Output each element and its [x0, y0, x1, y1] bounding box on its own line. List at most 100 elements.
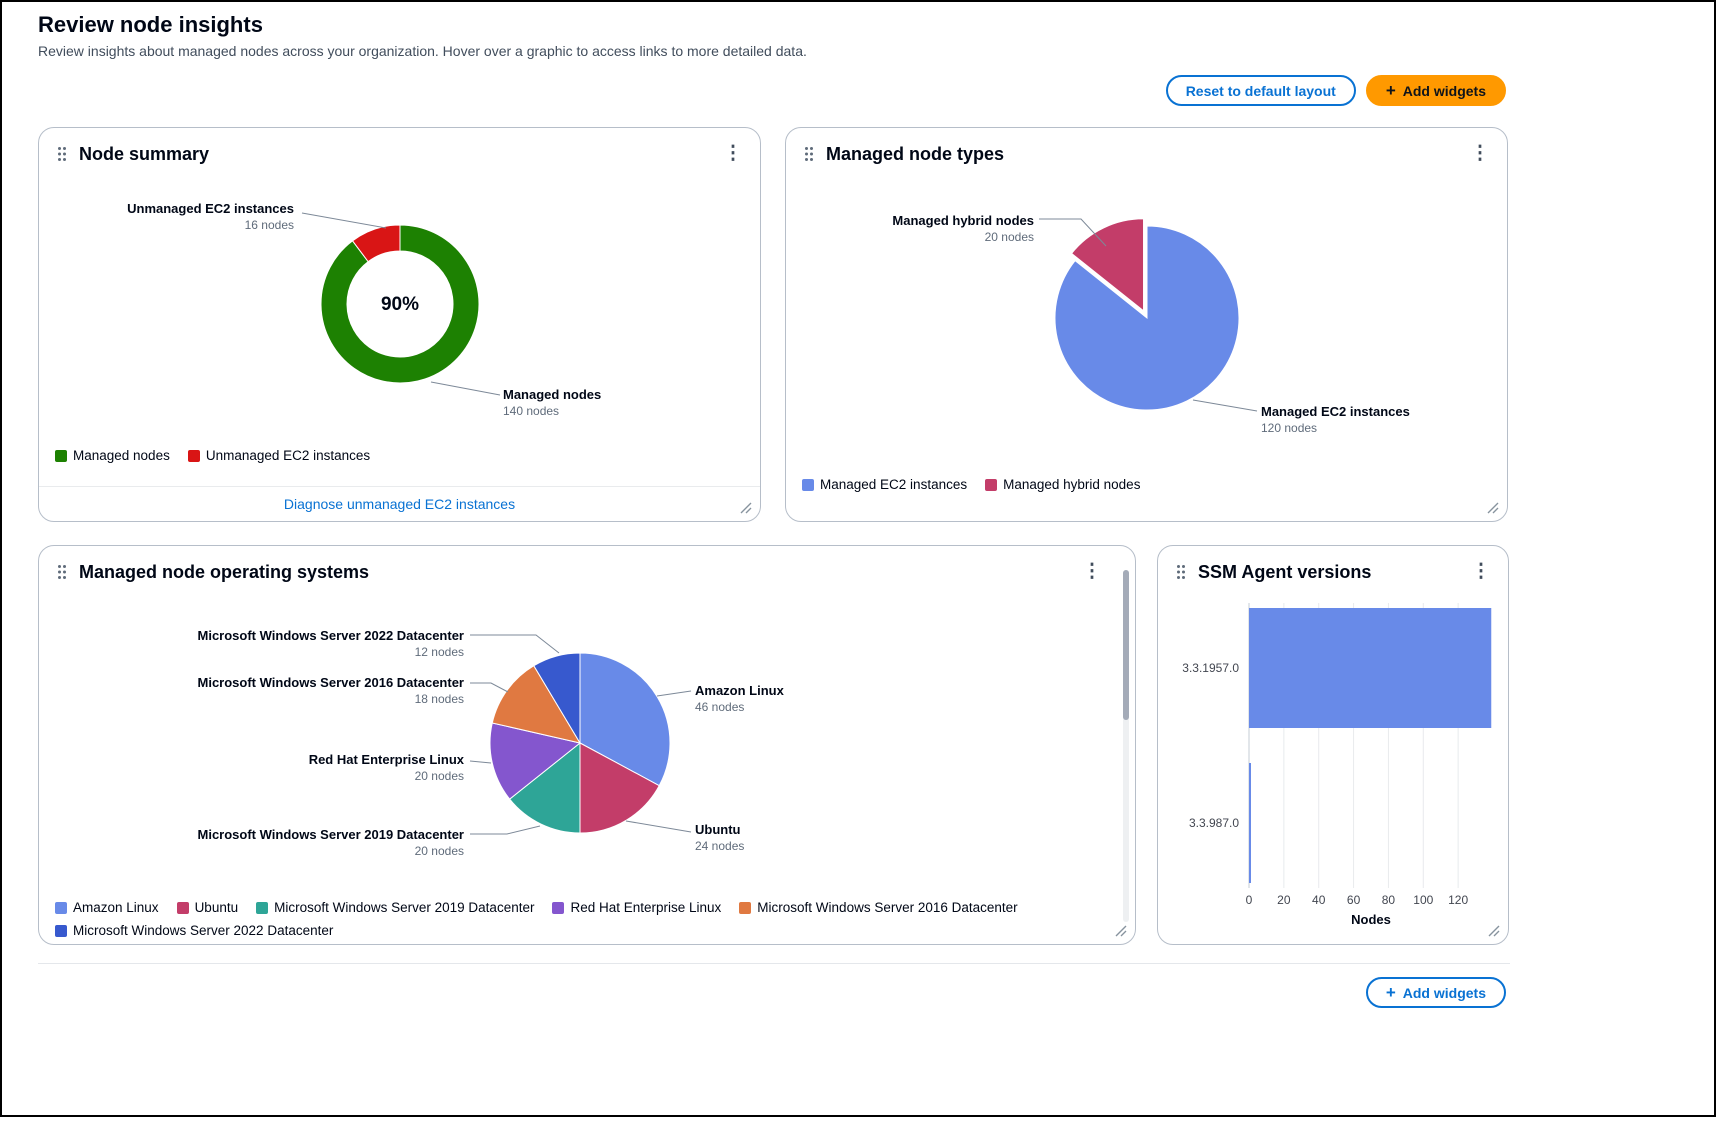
resize-handle[interactable] — [740, 501, 752, 514]
slice-label-value: 20 nodes — [984, 230, 1034, 244]
bottom-divider — [38, 963, 1510, 964]
widget-title: SSM Agent versions — [1198, 561, 1372, 582]
slice-label-value: 120 nodes — [1261, 421, 1318, 435]
slice-label-ws2022: Microsoft Windows Server 2022 Datacenter… — [198, 627, 464, 661]
bar-category-label: 3.3.987.0 — [1188, 816, 1239, 830]
x-axis-title: Nodes — [1351, 912, 1391, 927]
slice-label-value: 18 nodes — [414, 692, 464, 706]
legend-label: Managed EC2 instances — [820, 477, 968, 492]
svg-text:40: 40 — [1312, 893, 1326, 907]
legend: Amazon Linux Ubuntu Microsoft Windows Se… — [55, 900, 1115, 938]
legend-swatch — [739, 901, 752, 914]
widget-footer: Diagnose unmanaged EC2 instances — [39, 486, 760, 521]
drag-handle-icon[interactable] — [57, 564, 67, 580]
legend: Managed nodes Unmanaged EC2 instances — [55, 448, 370, 463]
legend-label: Microsoft Windows Server 2019 Datacenter — [274, 900, 535, 915]
slice-label-value: 46 nodes — [695, 700, 745, 714]
legend-swatch — [176, 901, 189, 914]
slice-label-value: 20 nodes — [414, 769, 464, 783]
node-types-pie[interactable] — [1054, 218, 1240, 411]
slice-label-ws2016: Microsoft Windows Server 2016 Datacenter… — [198, 674, 464, 708]
legend-label: Microsoft Windows Server 2016 Datacenter — [757, 900, 1018, 915]
widget-menu-button[interactable]: ⋮ — [720, 141, 746, 167]
legend-swatch — [256, 901, 269, 914]
bottom-actions: + Add widgets — [1365, 977, 1506, 1008]
header-actions: Reset to default layout + Add widgets — [1165, 75, 1506, 106]
slice-label-title: Amazon Linux — [695, 683, 784, 698]
legend-swatch — [985, 478, 998, 491]
donut-center-label: 90% — [380, 294, 420, 315]
managed-node-types-chart — [1039, 218, 1258, 412]
legend-item-ubuntu[interactable]: Ubuntu — [176, 900, 239, 915]
ssm-agent-versions-chart: 0 20 40 60 80 100 120 — [1246, 603, 1492, 907]
managed-node-types-widget: Managed node types ⋮ Managed hybrid node… — [785, 127, 1508, 522]
node-summary-donut[interactable] — [320, 224, 480, 384]
legend-label: Managed hybrid nodes — [1003, 477, 1141, 492]
slice-label-title: Ubuntu — [695, 822, 741, 837]
legend: Managed EC2 instances Managed hybrid nod… — [802, 477, 1140, 492]
drag-handle-icon[interactable] — [57, 146, 67, 162]
svg-text:60: 60 — [1347, 893, 1361, 907]
slice-label-title: Red Hat Enterprise Linux — [308, 752, 464, 767]
legend-item-amazon-linux[interactable]: Amazon Linux — [55, 900, 159, 915]
page-subtitle: Review insights about managed nodes acro… — [38, 43, 807, 59]
slice-label-title: Microsoft Windows Server 2016 Datacenter — [197, 675, 464, 690]
legend-swatch — [552, 901, 565, 914]
bar-category-label: 3.3.1957.0 — [1182, 661, 1239, 675]
widget-menu-button[interactable]: ⋮ — [1079, 559, 1105, 585]
resize-handle[interactable] — [1115, 924, 1127, 937]
add-widgets-label: Add widgets — [1402, 82, 1486, 99]
scrollbar-thumb[interactable] — [1123, 570, 1129, 720]
slice-label-value: 16 nodes — [244, 218, 294, 232]
legend-item-managed-nodes[interactable]: Managed nodes — [55, 448, 170, 463]
add-widgets-button[interactable]: + Add widgets — [1365, 75, 1506, 106]
slice-label-title: Microsoft Windows Server 2019 Datacenter — [197, 827, 464, 842]
widget-title: Node summary — [79, 143, 210, 164]
svg-text:100: 100 — [1413, 893, 1433, 907]
legend-item-ws2022[interactable]: Microsoft Windows Server 2022 Datacenter — [55, 923, 333, 938]
kebab-icon: ⋮ — [723, 143, 743, 164]
slice-label-title: Managed nodes — [503, 387, 602, 402]
reset-button-label: Reset to default layout — [1185, 82, 1336, 99]
kebab-icon: ⋮ — [1470, 143, 1490, 164]
slice-label-ws2019: Microsoft Windows Server 2019 Datacenter… — [198, 826, 464, 860]
slice-label-hybrid: Managed hybrid nodes 20 nodes — [892, 212, 1034, 246]
legend-label: Microsoft Windows Server 2022 Datacenter — [73, 923, 334, 938]
legend-item-unmanaged-ec2[interactable]: Unmanaged EC2 instances — [187, 448, 370, 463]
plus-icon: + — [1385, 81, 1396, 100]
drag-handle-icon[interactable] — [804, 146, 814, 162]
slice-label-value: 140 nodes — [503, 404, 560, 418]
svg-text:120: 120 — [1448, 893, 1468, 907]
reset-to-default-layout-button[interactable]: Reset to default layout — [1165, 75, 1356, 106]
managed-node-os-widget: Managed node operating systems ⋮ Microso… — [38, 545, 1136, 945]
resize-handle[interactable] — [1487, 501, 1499, 514]
legend-item-managed-ec2[interactable]: Managed EC2 instances — [802, 477, 967, 492]
slice-label-title: Microsoft Windows Server 2022 Datacenter — [197, 628, 464, 643]
legend-item-ws2016[interactable]: Microsoft Windows Server 2016 Datacenter — [739, 900, 1018, 915]
os-pie[interactable] — [489, 652, 671, 834]
slice-label-title: Unmanaged EC2 instances — [127, 201, 294, 216]
slice-label-unmanaged: Unmanaged EC2 instances 16 nodes — [127, 200, 294, 234]
diagnose-unmanaged-link[interactable]: Diagnose unmanaged EC2 instances — [283, 496, 516, 512]
slice-label-title: Managed EC2 instances — [1261, 404, 1410, 419]
legend-item-ws2019[interactable]: Microsoft Windows Server 2019 Datacenter — [256, 900, 534, 915]
managed-node-os-chart — [469, 634, 692, 835]
widget-menu-button[interactable]: ⋮ — [1467, 141, 1493, 167]
slice-label-title: Managed hybrid nodes — [892, 213, 1034, 228]
widget-menu-button[interactable]: ⋮ — [1468, 559, 1494, 585]
legend-item-managed-hybrid[interactable]: Managed hybrid nodes — [985, 477, 1140, 492]
legend-item-rhel[interactable]: Red Hat Enterprise Linux — [552, 900, 721, 915]
kebab-icon: ⋮ — [1471, 561, 1491, 582]
scrollbar[interactable] — [1123, 570, 1129, 922]
slice-label-ubuntu: Ubuntu 24 nodes — [695, 821, 744, 855]
add-widgets-bottom-button[interactable]: + Add widgets — [1365, 977, 1506, 1008]
legend-label: Ubuntu — [194, 900, 239, 915]
add-widgets-label: Add widgets — [1402, 984, 1486, 1001]
legend-label: Red Hat Enterprise Linux — [570, 900, 722, 915]
drag-handle-icon[interactable] — [1176, 564, 1186, 580]
resize-handle[interactable] — [1488, 924, 1500, 937]
ssm-bars[interactable]: 0 20 40 60 80 100 120 — [1246, 603, 1492, 907]
legend-swatch — [55, 924, 67, 937]
legend-swatch — [55, 449, 67, 462]
